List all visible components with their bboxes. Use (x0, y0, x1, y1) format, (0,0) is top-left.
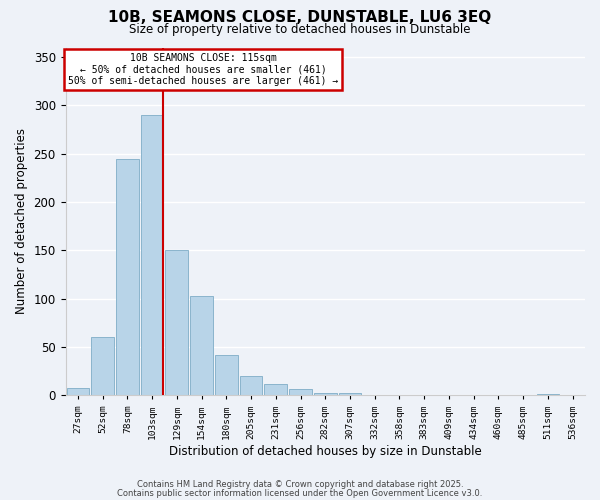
Text: 10B, SEAMONS CLOSE, DUNSTABLE, LU6 3EQ: 10B, SEAMONS CLOSE, DUNSTABLE, LU6 3EQ (109, 10, 491, 25)
Bar (338, 394, 361, 396)
Text: Size of property relative to detached houses in Dunstable: Size of property relative to detached ho… (129, 22, 471, 36)
Bar (166, 250, 188, 396)
Text: Contains public sector information licensed under the Open Government Licence v3: Contains public sector information licen… (118, 488, 482, 498)
Bar (67, 388, 89, 396)
Bar (91, 338, 114, 396)
Bar (116, 158, 139, 396)
Bar (239, 376, 262, 396)
Bar (215, 355, 238, 396)
Bar (190, 296, 213, 396)
Text: 10B SEAMONS CLOSE: 115sqm
← 50% of detached houses are smaller (461)
50% of semi: 10B SEAMONS CLOSE: 115sqm ← 50% of detac… (68, 52, 338, 86)
Bar (289, 388, 312, 396)
Text: Contains HM Land Registry data © Crown copyright and database right 2025.: Contains HM Land Registry data © Crown c… (137, 480, 463, 489)
Bar (536, 394, 559, 396)
Bar (314, 392, 337, 396)
Y-axis label: Number of detached properties: Number of detached properties (15, 128, 28, 314)
X-axis label: Distribution of detached houses by size in Dunstable: Distribution of detached houses by size … (169, 444, 482, 458)
Bar (265, 384, 287, 396)
Bar (141, 115, 163, 396)
